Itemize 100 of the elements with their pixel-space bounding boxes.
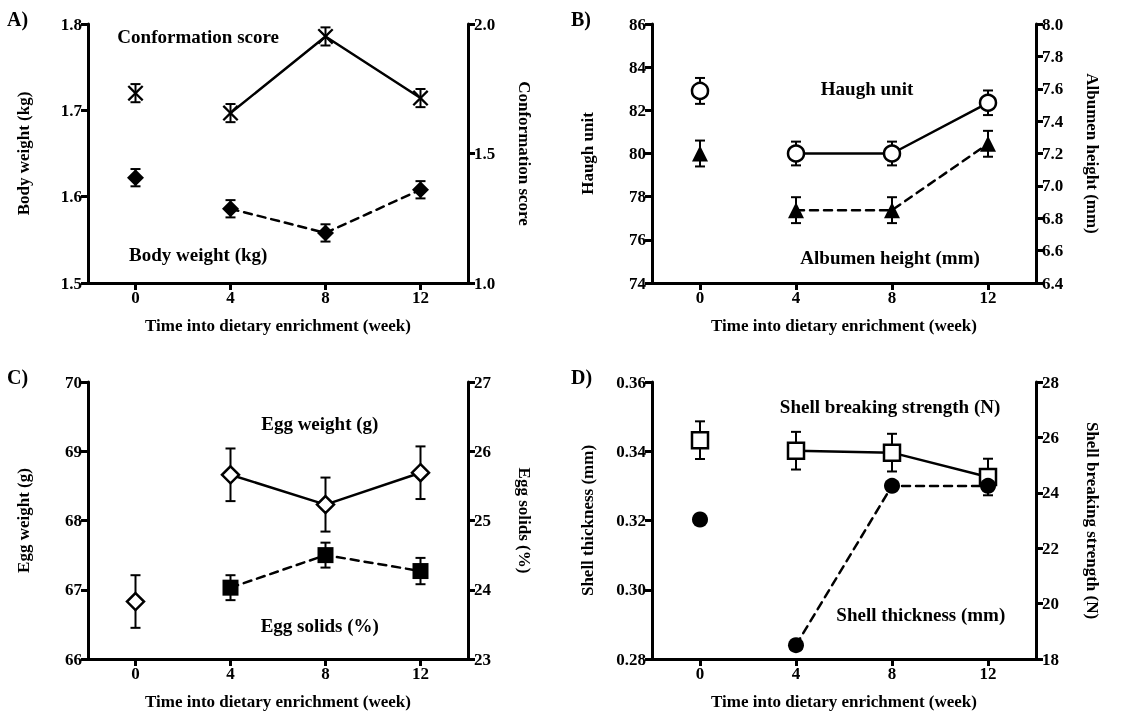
chart-title: C) — [7, 366, 29, 389]
point — [786, 441, 806, 460]
chart-title: A) — [7, 8, 29, 31]
y2-axis-title: Shell breaking strength (N) — [1083, 421, 1102, 620]
point — [315, 494, 336, 515]
chart-title: B) — [571, 8, 591, 31]
point — [788, 637, 804, 654]
x-tick-label: 12 — [412, 288, 429, 307]
y2-tick-label: 20 — [1042, 594, 1059, 614]
point — [125, 591, 146, 612]
series-label: Shell thickness (mm) — [836, 604, 1006, 627]
y-tick-label: 76 — [629, 230, 646, 250]
y2-tick-label: 28 — [1042, 372, 1059, 392]
point — [980, 477, 996, 494]
y-tick-label: 69 — [65, 441, 82, 461]
y2-tick-label: 6.4 — [1042, 273, 1064, 293]
point — [882, 144, 902, 163]
y2-tick-label: 8.0 — [1042, 14, 1064, 34]
y2-tick-label: 22 — [1042, 538, 1059, 558]
series-label: Conformation score — [117, 26, 280, 48]
series-label: Albumen height (mm) — [800, 246, 980, 269]
y2-tick-label: 1.0 — [474, 273, 496, 293]
y2-tick-label: 26 — [1042, 427, 1059, 447]
y2-tick-label: 7.6 — [1042, 79, 1064, 99]
y-axis-title: Shell thickness (mm) — [578, 444, 597, 597]
x-tick-label: 12 — [412, 664, 429, 683]
x-axis-title: Time into dietary enrichment (week) — [711, 316, 977, 335]
y-tick-label: 0.30 — [616, 580, 646, 600]
point — [410, 462, 431, 483]
point — [786, 144, 806, 163]
y2-axis-title: Conformation score — [515, 81, 534, 227]
x-tick-label: 0 — [131, 288, 140, 307]
point — [412, 563, 429, 580]
y-axis-title: Egg weight (g) — [14, 468, 33, 573]
y-tick-label: 68 — [65, 511, 82, 530]
x-tick-label: 4 — [226, 664, 236, 683]
x-tick-label: 8 — [887, 288, 897, 307]
x-tick-label: 12 — [979, 288, 997, 307]
y2-tick-label: 1.5 — [474, 144, 496, 163]
series-label: Shell breaking strength (N) — [779, 396, 1001, 419]
y-tick-label: 0.28 — [616, 649, 646, 669]
y-tick-label: 66 — [65, 649, 82, 669]
x-axis-title: Time into dietary enrichment (week) — [145, 692, 411, 711]
y-tick-label: 1.7 — [60, 100, 83, 120]
y-tick-label: 1.5 — [60, 273, 82, 293]
y2-tick-label: 6.6 — [1042, 241, 1064, 261]
y2-tick-label: 7.0 — [1042, 176, 1064, 196]
y2-tick-label: 7.4 — [1042, 111, 1064, 131]
y2-tick-label: 23 — [474, 649, 491, 669]
x-tick-label: 0 — [131, 664, 140, 683]
y-tick-label: 1.8 — [60, 14, 82, 34]
y-tick-label: 1.6 — [60, 187, 82, 207]
point — [692, 145, 708, 162]
x-tick-label: 4 — [791, 288, 801, 307]
x-tick-label: 0 — [695, 288, 705, 307]
y2-tick-label: 26 — [474, 441, 491, 461]
point — [882, 443, 902, 462]
y-tick-label: 70 — [65, 372, 82, 392]
x-tick-label: 12 — [979, 664, 997, 683]
point — [884, 477, 900, 494]
chart-title: D) — [571, 366, 593, 389]
y2-tick-label: 2.0 — [474, 14, 496, 34]
x-tick-label: 4 — [226, 288, 236, 307]
point — [884, 202, 900, 219]
y2-tick-label: 7.2 — [1042, 144, 1064, 163]
y-tick-label: 82 — [629, 100, 646, 120]
y2-tick-label: 24 — [474, 580, 492, 600]
y-tick-label: 74 — [629, 273, 647, 293]
y-axis-title: Haugh unit — [578, 111, 597, 195]
text: Egg weight (g) — [261, 413, 379, 436]
series-label: Egg solids (%) — [260, 615, 379, 638]
text: Haugh unit — [820, 78, 914, 100]
x-axis-title: Time into dietary enrichment (week) — [145, 316, 411, 335]
x-tick-label: 8 — [321, 288, 330, 307]
y-axis-title: Body weight (kg) — [14, 91, 33, 216]
y2-tick-label: 6.8 — [1042, 208, 1064, 228]
point — [222, 579, 239, 596]
y2-axis-title: Albumen height (mm) — [1083, 73, 1102, 234]
point — [978, 93, 998, 113]
point — [220, 465, 241, 485]
x-tick-label: 8 — [887, 664, 897, 683]
x-axis-title: Time into dietary enrichment (week) — [711, 692, 977, 711]
y-tick-label: 67 — [65, 580, 83, 600]
point — [690, 430, 710, 450]
point — [317, 547, 334, 564]
y2-tick-label: 7.8 — [1042, 46, 1064, 66]
y-tick-label: 0.34 — [616, 441, 647, 461]
y-tick-label: 86 — [629, 14, 646, 34]
y-tick-label: 0.36 — [616, 372, 646, 392]
y-tick-label: 0.32 — [616, 511, 646, 530]
x-tick-label: 0 — [695, 664, 705, 683]
point — [788, 202, 804, 219]
point — [690, 81, 710, 101]
y2-tick-label: 18 — [1042, 649, 1059, 669]
y-tick-label: 84 — [629, 57, 647, 77]
point — [692, 511, 708, 528]
y2-tick-label: 24 — [1042, 483, 1060, 503]
y2-tick-label: 25 — [474, 511, 491, 530]
series-label: Body weight (kg) — [129, 244, 268, 267]
y-tick-label: 78 — [629, 187, 646, 207]
